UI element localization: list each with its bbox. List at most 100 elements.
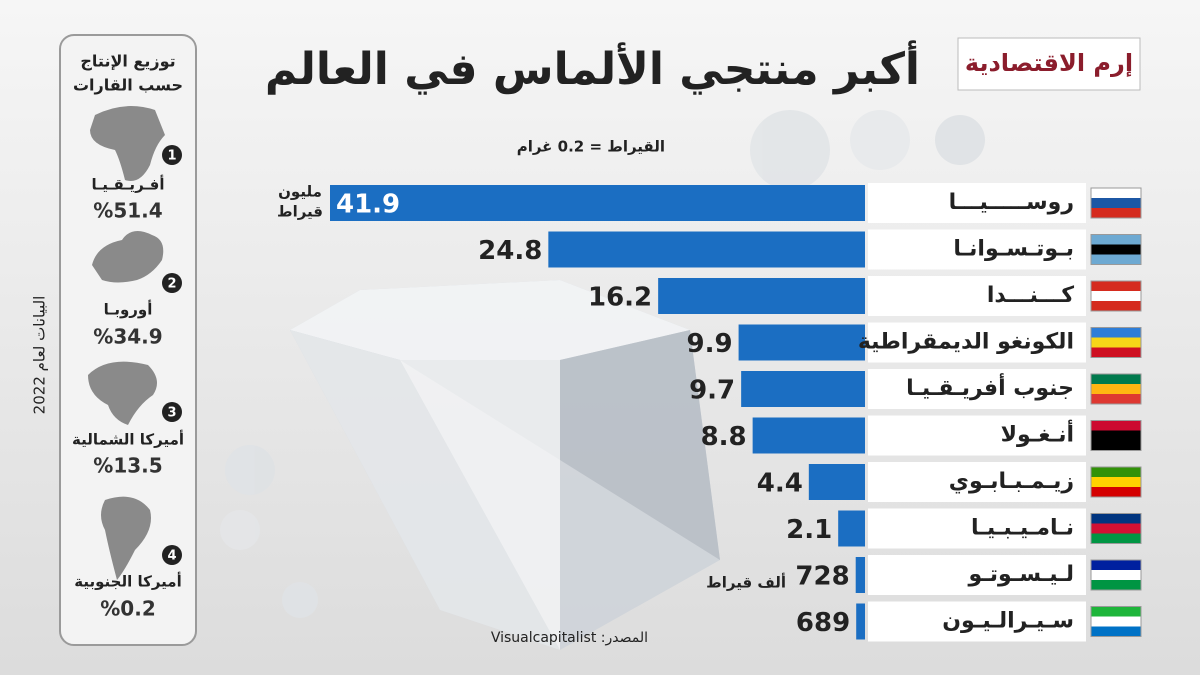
bar (738, 324, 865, 361)
value-label: 16.2 (588, 283, 652, 313)
name-box (868, 276, 1086, 316)
north-america-shape (88, 361, 157, 425)
value-label: 24.8 (478, 236, 542, 266)
value-label: 9.9 (687, 329, 733, 359)
flag-stripe (1091, 570, 1141, 580)
bar (856, 603, 865, 640)
value-label: 4.4 (757, 469, 803, 499)
flag-stripe (1091, 254, 1141, 265)
name-box (868, 462, 1086, 502)
category-label: روســـــيـــا (949, 190, 1074, 215)
continent-name: أفـريـقـيـا (92, 175, 165, 194)
flag-stripe (1091, 384, 1141, 394)
south-america-shape (101, 496, 151, 580)
bar (838, 510, 865, 547)
rank-badge (162, 273, 182, 293)
flag-stripe (1091, 523, 1141, 534)
category-label: لـيـسـوتـو (967, 562, 1074, 587)
logo-box (957, 37, 1141, 91)
flag-stripe (1091, 301, 1141, 311)
rank-badge (162, 545, 182, 565)
carat-note: القيراط = 0.2 غرام (517, 138, 665, 156)
bar (808, 464, 865, 500)
unit-label: قيراط (277, 203, 323, 221)
continent-share: %34.9 (93, 325, 162, 349)
category-label: كـــنـــدا (987, 283, 1074, 308)
flag-border (1090, 327, 1142, 358)
flag-border (1090, 280, 1142, 312)
continent-name: أميركا الشمالية (72, 430, 184, 449)
flag-stripe (1091, 347, 1141, 358)
flag-border (1090, 559, 1142, 591)
rank: 1 (167, 149, 176, 164)
rank-badge (162, 402, 182, 422)
flag-stripe (1091, 533, 1141, 544)
continents-panel (59, 34, 197, 646)
flag-stripe (1091, 374, 1141, 384)
name-box (868, 555, 1086, 595)
flag-stripe (1091, 281, 1141, 291)
flag-stripe (1091, 467, 1141, 477)
bar (658, 278, 865, 314)
rank: 2 (167, 277, 176, 292)
flag-stripe (1091, 580, 1141, 590)
flag-stripe (1091, 430, 1141, 441)
continent-share: %13.5 (93, 454, 162, 478)
name-box (868, 229, 1086, 270)
name-box (868, 369, 1086, 409)
flag-stripe (1091, 244, 1141, 255)
diamond-illustration (220, 110, 985, 650)
bar (855, 557, 865, 593)
africa-shape (90, 106, 165, 181)
rank: 4 (167, 549, 176, 564)
category-label: الكونغو الديمقراطية (858, 330, 1074, 355)
panel-title: توزيع الإنتاج (80, 52, 175, 71)
category-label: زيـمـبـابـوي (949, 469, 1074, 494)
title: أكبر منتجي الألماس في العالم (265, 40, 920, 95)
flag-stripe (1091, 234, 1141, 245)
flag-border (1090, 606, 1142, 637)
rank: 3 (167, 406, 176, 421)
europe-shape (92, 231, 164, 283)
flag-stripe (1091, 198, 1141, 208)
flag-stripe (1091, 208, 1141, 218)
flag-border (1090, 187, 1142, 219)
bar (330, 185, 865, 221)
category-label: أنـغـولا (1001, 419, 1074, 448)
source: المصدر: Visualcapitalist (491, 630, 648, 646)
flag-stripe (1091, 337, 1141, 348)
flag-stripe (1091, 626, 1141, 637)
flag-stripe (1091, 477, 1141, 487)
flag-stripe (1091, 440, 1141, 451)
flag-stripe (1091, 188, 1141, 198)
category-label: بـوتـسـوانـا (953, 237, 1074, 262)
value-label: 689 (796, 608, 850, 638)
flag-border (1090, 466, 1142, 498)
value-label: 728 (795, 562, 849, 592)
flag-stripe (1091, 420, 1141, 431)
bar (548, 231, 865, 268)
value-label: 2.1 (786, 515, 832, 545)
name-box (868, 601, 1086, 642)
flag-stripe (1091, 291, 1141, 301)
bar (752, 417, 865, 454)
panel-title: حسب القارات (73, 76, 183, 95)
flag-stripe (1091, 560, 1141, 570)
name-box (868, 183, 1086, 223)
flag-stripe (1091, 394, 1141, 404)
rank-badge (162, 145, 182, 165)
name-box (868, 508, 1086, 549)
unit-label: مليون (278, 183, 322, 201)
flag-stripe (1091, 616, 1141, 627)
unit-label: ألف قيراط (706, 573, 786, 592)
continent-name: أميركا الجنوبية (74, 572, 181, 591)
continent-share: %51.4 (93, 199, 162, 223)
continent-share: %0.2 (100, 597, 155, 621)
flag-stripe (1091, 513, 1141, 524)
logo: إرم الاقتصادية (965, 49, 1133, 77)
flag-border (1090, 420, 1142, 451)
flag-stripe (1091, 606, 1141, 617)
flag-border (1090, 513, 1142, 544)
value-label: 9.7 (689, 376, 735, 406)
